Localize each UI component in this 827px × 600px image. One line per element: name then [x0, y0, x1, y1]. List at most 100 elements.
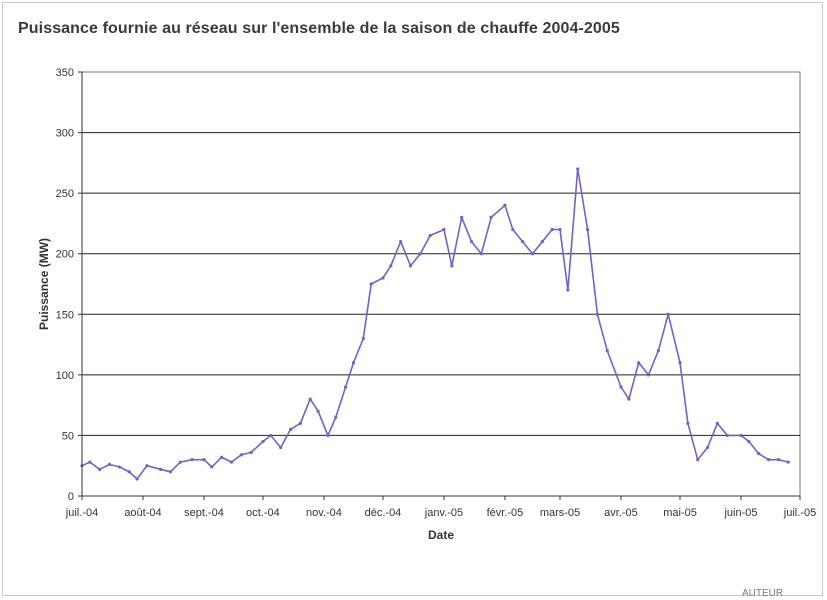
y-tick-label: 250 [56, 188, 74, 200]
series-layer [80, 167, 790, 481]
data-point [269, 433, 273, 438]
data-point [334, 415, 338, 419]
data-point [739, 433, 743, 438]
data-point [776, 458, 780, 462]
data-point [725, 433, 729, 438]
x-tick-label: déc.-04 [365, 507, 402, 519]
data-point [450, 264, 454, 268]
data-point [326, 433, 330, 438]
data-point [229, 460, 234, 464]
data-point [479, 252, 483, 256]
data-point [261, 439, 265, 444]
x-tick-label: sept.-04 [184, 507, 224, 519]
x-tick-label: août-04 [124, 507, 161, 519]
data-point [715, 421, 719, 425]
data-point [550, 227, 554, 232]
data-point [489, 215, 493, 219]
data-point [605, 349, 609, 353]
data-point [696, 458, 700, 462]
data-point [747, 439, 751, 444]
data-point [418, 252, 422, 256]
y-tick-label: 200 [56, 249, 74, 261]
data-point [239, 453, 243, 457]
data-point [343, 385, 348, 389]
data-point [637, 361, 641, 365]
data-point [511, 227, 515, 232]
y-tick-label: 300 [56, 128, 74, 140]
y-tick-label: 150 [56, 309, 74, 321]
data-point [766, 458, 771, 462]
data-point [408, 264, 413, 268]
data-point [585, 227, 590, 232]
y-axis-title: Puissance (MW) [37, 238, 51, 330]
data-point [576, 167, 580, 171]
corner-text: AUTEUR [742, 588, 783, 599]
data-point [389, 264, 393, 268]
data-point [646, 373, 651, 377]
data-point [210, 465, 214, 469]
data-point [288, 427, 293, 431]
data-point [279, 445, 283, 450]
data-point [566, 288, 570, 292]
data-point [190, 458, 194, 462]
data-point [135, 477, 139, 481]
data-point [117, 465, 121, 469]
data-point [159, 467, 163, 471]
data-point [88, 460, 92, 464]
data-point [298, 421, 302, 425]
data-point [469, 240, 474, 244]
x-tick-label: juil.-05 [783, 507, 816, 519]
data-point [460, 215, 464, 219]
data-point [656, 349, 660, 353]
data-point [442, 227, 446, 232]
y-tick-label: 100 [56, 370, 74, 382]
data-point [316, 409, 320, 413]
x-tick-label: mars-05 [540, 507, 580, 519]
x-axis-title: Date [428, 528, 454, 542]
data-point [666, 312, 670, 316]
data-point [127, 470, 131, 474]
data-point [168, 470, 173, 474]
data-point [220, 455, 224, 459]
x-tick-label: juil.-04 [65, 507, 98, 519]
x-tick-label: oct.-04 [246, 507, 280, 519]
data-point [705, 445, 710, 450]
data-point [399, 240, 403, 244]
x-tick-label: mai-05 [663, 507, 697, 519]
x-tick-label: avr.-05 [604, 507, 638, 519]
data-point [145, 464, 149, 468]
data-point [521, 240, 525, 244]
data-point [308, 397, 312, 401]
data-point [381, 276, 385, 280]
grid-lines [82, 132, 800, 436]
data-point [619, 385, 623, 389]
data-point [627, 397, 631, 401]
y-tick-label: 0 [68, 491, 74, 503]
data-point [686, 421, 690, 425]
x-ticks: juil.-04 août-04 sept.-04 oct.-04 nov.-04 déc… [65, 496, 816, 519]
plot-area [81, 71, 801, 497]
x-tick-label: févr.-05 [487, 507, 524, 519]
chart-title: Puissance fournie au réseau sur l'ensemb… [18, 20, 620, 37]
data-point [786, 460, 790, 464]
data-point [595, 312, 599, 316]
data-point [757, 452, 761, 456]
data-point [540, 240, 544, 244]
data-point [202, 458, 206, 462]
x-tick-label: juin-05 [723, 507, 757, 519]
y-ticks: 0 50 100 150 200 250 300 350 [56, 67, 82, 503]
data-point [178, 460, 182, 464]
y-tick-label: 50 [62, 430, 74, 442]
data-point [428, 233, 432, 238]
data-point [530, 252, 535, 256]
y-tick-label: 350 [56, 67, 74, 79]
data-point [558, 227, 562, 232]
x-tick-label: nov.-04 [306, 507, 342, 519]
data-point [361, 336, 365, 341]
data-point [369, 282, 373, 286]
data-point [503, 203, 507, 207]
data-point [98, 467, 102, 471]
x-tick-label: janv.-05 [424, 507, 463, 519]
